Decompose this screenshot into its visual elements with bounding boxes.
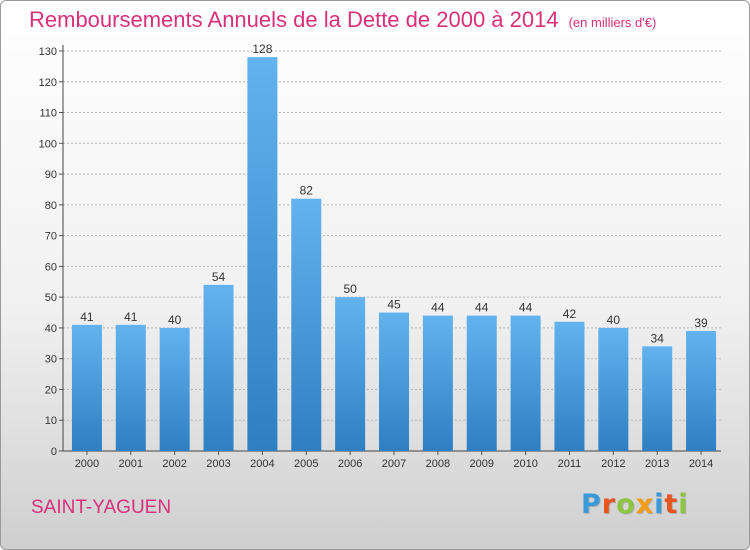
y-tick-label: 20 — [45, 384, 57, 396]
x-tick-label: 2005 — [294, 458, 318, 470]
x-tick-label: 2004 — [250, 458, 274, 470]
bar — [115, 324, 146, 451]
x-tick-label: 2011 — [558, 458, 582, 470]
data-label: 82 — [300, 184, 314, 198]
bar — [379, 312, 409, 451]
chart-title-block: Remboursements Annuels de la Dette de 20… — [29, 7, 656, 33]
y-tick-label: 0 — [51, 446, 57, 458]
data-label: 44 — [431, 301, 445, 315]
bar — [554, 321, 585, 451]
data-label: 42 — [563, 307, 577, 321]
bar — [247, 57, 278, 452]
data-label: 39 — [694, 316, 708, 330]
bar — [510, 315, 541, 451]
y-tick-label: 30 — [45, 354, 57, 366]
y-tick-label: 40 — [45, 323, 57, 335]
x-tick-label: 2001 — [119, 458, 143, 470]
logo-letter: r — [601, 489, 617, 520]
bar — [203, 284, 234, 451]
data-label: 41 — [80, 310, 94, 324]
axes: 0 10 20 30 40 50 60 70 80 90 100 110 120 130 2000 2001 2… — [39, 45, 721, 470]
logo-letter: P — [581, 489, 602, 520]
y-tick-label: 50 — [45, 292, 57, 304]
logo-letter: o — [616, 489, 636, 520]
logo-letter: i — [678, 489, 689, 520]
data-label: 128 — [252, 42, 272, 56]
bar — [466, 315, 497, 451]
data-label: 50 — [343, 282, 357, 296]
y-tick-label: 70 — [45, 231, 57, 243]
y-tick-label: 80 — [45, 200, 57, 212]
x-tick-label: 2003 — [206, 458, 230, 470]
bar — [686, 331, 717, 451]
data-labels: 41 41 40 54 128 82 50 45 44 44 44 42 40 34 39 — [80, 42, 708, 345]
y-tick-label: 100 — [39, 138, 57, 150]
x-tick-label: 2012 — [601, 458, 625, 470]
chart-subtitle: (en milliers d'€) — [568, 15, 657, 30]
x-tick-label: 2008 — [426, 458, 450, 470]
y-tick-label: 10 — [45, 415, 57, 427]
x-tick-label: 2002 — [162, 458, 186, 470]
data-label: 40 — [168, 313, 182, 327]
data-label: 41 — [124, 310, 138, 324]
data-label: 44 — [519, 301, 533, 315]
y-tick-label: 60 — [45, 261, 57, 273]
x-tick-label: 2014 — [689, 458, 713, 470]
chart-title: Remboursements Annuels de la Dette de 20… — [29, 7, 559, 32]
y-tick-label: 120 — [39, 77, 57, 89]
bar — [642, 346, 673, 451]
proxiti-logo: Proxiti — [581, 489, 689, 520]
x-tick-label: 2006 — [338, 458, 362, 470]
data-label: 34 — [651, 331, 665, 345]
data-label: 44 — [475, 301, 489, 315]
bar — [422, 315, 453, 451]
x-tick-label: 2013 — [645, 458, 669, 470]
logo-letter: t — [664, 489, 679, 520]
x-tick-label: 2009 — [469, 458, 493, 470]
bar — [598, 327, 629, 451]
logo-letter: x — [635, 489, 655, 520]
logo-letter: i — [654, 489, 665, 520]
x-tick-label: 2007 — [382, 458, 406, 470]
y-tick-label: 130 — [39, 46, 57, 58]
bar — [71, 324, 102, 451]
data-label: 40 — [607, 313, 621, 327]
bars — [71, 57, 717, 452]
bar — [159, 327, 190, 451]
commune-name: SAINT-YAGUEN — [31, 497, 172, 518]
x-tick-label: 2010 — [513, 458, 537, 470]
bar — [335, 297, 366, 451]
bar — [291, 198, 322, 451]
data-label: 45 — [387, 298, 401, 312]
y-tick-label: 110 — [39, 108, 57, 120]
y-tick-label: 90 — [45, 169, 57, 181]
x-tick-label: 2000 — [75, 458, 99, 470]
data-label: 54 — [212, 270, 226, 284]
